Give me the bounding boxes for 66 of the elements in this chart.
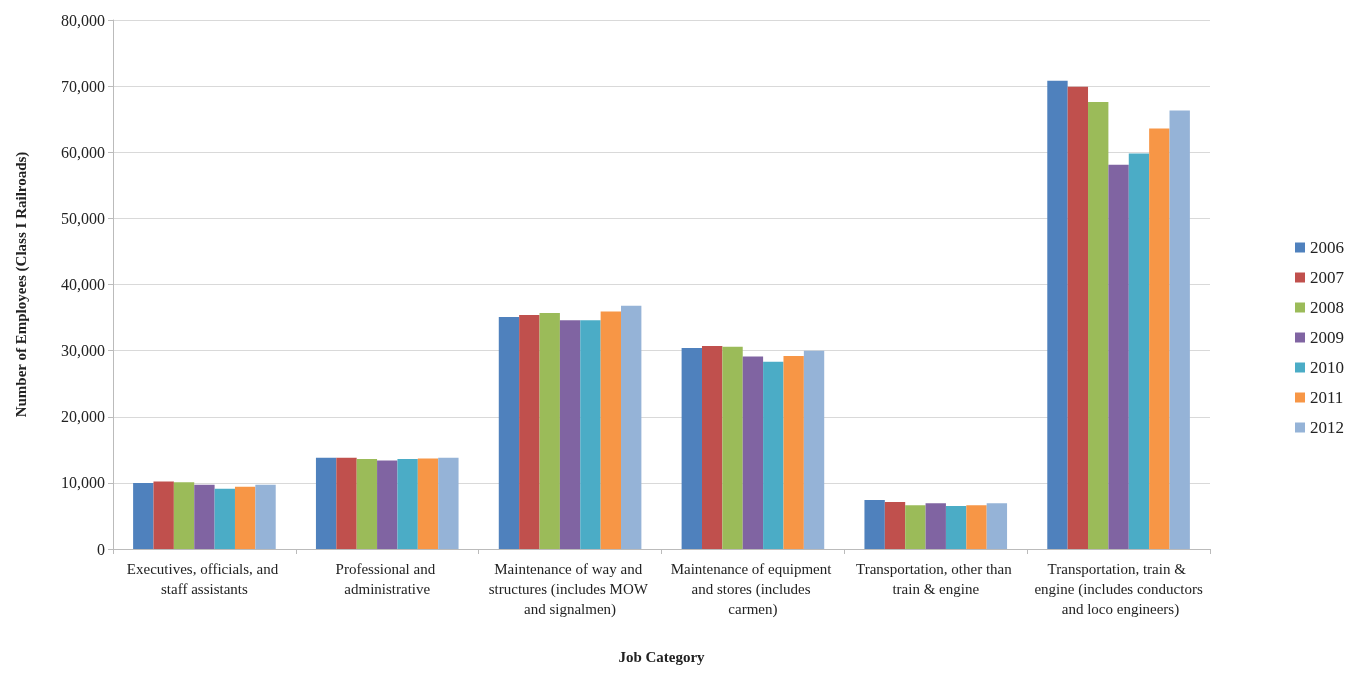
- bar: [336, 457, 357, 549]
- bar: [173, 482, 195, 549]
- bar: [905, 505, 926, 549]
- bar: [600, 311, 622, 549]
- y-tick-label: 50,000: [61, 209, 105, 227]
- bar: [803, 350, 825, 549]
- y-tick-label: 0: [97, 540, 105, 558]
- y-axis-title: Number of Employees (Class I Railroads): [12, 151, 30, 418]
- bar: [559, 320, 581, 549]
- bar: [783, 355, 804, 549]
- y-tick-label: 70,000: [61, 77, 105, 95]
- bar: [621, 305, 642, 549]
- bar: [742, 356, 764, 549]
- bar: [1047, 80, 1068, 549]
- bar: [153, 481, 174, 549]
- bar: [315, 457, 337, 549]
- bar: [133, 482, 154, 549]
- bar: [498, 316, 520, 549]
- x-tick-label: Executives, officials, and staff assistants: [126, 561, 282, 597]
- bar: [1128, 153, 1150, 549]
- y-tick-label: 60,000: [61, 143, 105, 161]
- bar: [234, 486, 256, 549]
- bar: [539, 312, 560, 549]
- bar: [194, 484, 215, 549]
- bar: [1067, 86, 1089, 549]
- bar: [255, 484, 276, 549]
- bar: [214, 488, 235, 549]
- bar: [925, 503, 946, 549]
- legend-label: 2010: [1310, 358, 1344, 377]
- y-tick-label: 80,000: [61, 11, 105, 29]
- bar: [438, 457, 459, 549]
- legend-label: 2006: [1310, 238, 1344, 257]
- bar: [1088, 102, 1109, 549]
- bar: [519, 314, 540, 549]
- bar: [864, 500, 885, 549]
- x-tick-label: Transportation, other than train & engine: [856, 561, 1016, 597]
- bar: [377, 460, 398, 549]
- legend-label: 2008: [1310, 298, 1344, 317]
- bar: [417, 458, 439, 549]
- bar: [884, 502, 906, 549]
- bar: [701, 346, 723, 549]
- legend-label: 2012: [1310, 418, 1344, 437]
- y-tick-label: 20,000: [61, 408, 105, 426]
- y-tick-label: 30,000: [61, 342, 105, 360]
- bar: [966, 505, 987, 549]
- legend-label: 2011: [1310, 388, 1344, 407]
- legend-label: 2009: [1310, 328, 1344, 347]
- bar: [1169, 110, 1190, 549]
- bar: [722, 346, 743, 549]
- bar: [681, 347, 702, 549]
- x-tick-label: Maintenance of way and structures (includes MOW and signalmen): [488, 561, 652, 618]
- x-axis-title: Job Category: [618, 648, 706, 665]
- bar: [763, 361, 784, 549]
- legend-label: 2007: [1310, 268, 1345, 287]
- bar: [1149, 128, 1170, 549]
- bar: [356, 459, 378, 549]
- bar: [986, 503, 1008, 549]
- y-tick-label: 40,000: [61, 276, 105, 293]
- x-tick-label: Maintenance of equipment and stores (includes carmen): [670, 561, 836, 618]
- bar: [397, 459, 418, 549]
- bar: [1108, 164, 1129, 549]
- x-tick-label: Transportation, train & engine (includes conductors and loco engineers): [1034, 561, 1203, 618]
- y-tick-label: 10,000: [61, 474, 105, 492]
- x-tick-label: Professional and administrative: [335, 561, 439, 597]
- bar: [945, 506, 967, 549]
- bar: [580, 320, 601, 549]
